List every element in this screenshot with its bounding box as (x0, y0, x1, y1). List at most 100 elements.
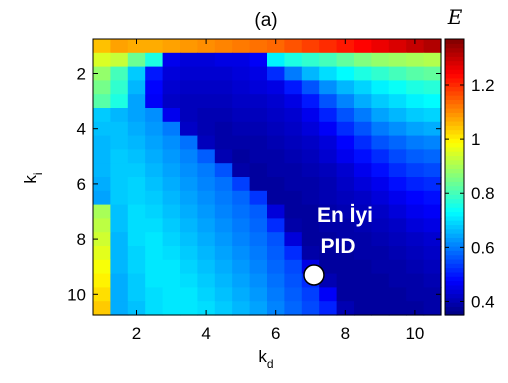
heatmap-cell (214, 246, 233, 261)
heatmap-cell (301, 135, 320, 150)
heatmap-cell (406, 177, 425, 192)
heatmap-cell (267, 66, 285, 81)
heatmap-cell (301, 287, 320, 302)
heatmap-cell (406, 52, 425, 68)
colorbar-tick-label: 0.8 (471, 184, 495, 203)
heatmap-cell (284, 218, 303, 233)
heatmap-cell (423, 108, 442, 123)
heatmap-cell (145, 301, 164, 316)
heatmap-cell (284, 232, 303, 247)
heatmap-cell (388, 66, 407, 81)
colorbar-segment (445, 138, 464, 144)
heatmap-cell (371, 121, 390, 137)
heatmap-cell (214, 273, 233, 288)
heatmap-cell (93, 121, 111, 137)
heatmap-cell (406, 301, 425, 316)
colorbar-segment (445, 207, 464, 213)
heatmap-cell (301, 80, 320, 95)
heatmap-cell (284, 66, 303, 81)
heatmap-cell (388, 246, 407, 261)
heatmap-cell (127, 301, 146, 316)
heatmap-cell (406, 135, 425, 150)
heatmap-cell (93, 39, 111, 54)
heatmap-cell (127, 80, 146, 95)
colorbar-segment (445, 194, 464, 200)
heatmap-cell (423, 163, 442, 178)
heatmap-cell (371, 149, 390, 164)
heatmap-cell (336, 66, 355, 81)
heatmap-cell (249, 190, 268, 206)
heatmap-cell (319, 135, 338, 150)
colorbar-segment (445, 172, 464, 178)
heatmap-cell (110, 94, 129, 109)
heatmap-cell (162, 80, 181, 95)
heatmap-cell (319, 232, 338, 247)
colorbar-segment (445, 120, 464, 126)
heatmap-cell (267, 204, 285, 219)
heatmap-cell (423, 273, 442, 288)
colorbar-segment (445, 250, 464, 256)
heatmap-cell (284, 39, 303, 54)
heatmap-cell (371, 135, 390, 150)
heatmap-cell (232, 108, 251, 123)
colorbar-tick-label: 1.2 (471, 76, 495, 95)
colorbar: 0.4 0.6 0.8 1 1.2 (444, 38, 495, 316)
colorbar-segment (445, 159, 464, 165)
heatmap-cell (197, 218, 216, 233)
heatmap-cell (197, 287, 216, 302)
heatmap-cell (406, 232, 425, 247)
heatmap-cell (301, 94, 320, 109)
heatmap-cell (423, 204, 442, 219)
heatmap-cell (336, 259, 355, 275)
heatmap-cell (354, 218, 372, 233)
heatmap-cell (249, 135, 268, 150)
heatmap-cell (145, 39, 164, 54)
colorbar-segment (445, 64, 464, 70)
heatmap-cell (110, 190, 129, 206)
heatmap-cell (336, 246, 355, 261)
heatmap-cell (423, 287, 442, 302)
heatmap-cell (354, 259, 372, 275)
heatmap-cell (232, 94, 251, 109)
colorbar-segment (445, 202, 464, 208)
colorbar-segment (445, 181, 464, 187)
heatmap-cell (388, 287, 407, 302)
heatmap-cell (388, 121, 407, 137)
heatmap-cell (423, 232, 442, 247)
heatmap-cell (249, 163, 268, 178)
heatmap-cell (110, 301, 129, 316)
heatmap-cell (249, 246, 268, 261)
heatmap-cell (197, 108, 216, 123)
heatmap-cell (336, 273, 355, 288)
heatmap-cell (267, 246, 285, 261)
heatmap-cell (406, 39, 425, 54)
heatmap-cell (267, 135, 285, 150)
heatmap-cell (93, 246, 111, 261)
heatmap-cell (284, 94, 303, 109)
colorbar-segment (445, 56, 464, 62)
heatmap-cell (423, 218, 442, 233)
heatmap-cell (127, 259, 146, 275)
heatmap-cell (336, 121, 355, 137)
heatmap-cell (162, 121, 181, 137)
heatmap-cell (267, 287, 285, 302)
colorbar-segment (445, 224, 464, 230)
heatmap-cell (319, 121, 338, 137)
heatmap-cell (354, 108, 372, 123)
heatmap-cell (319, 287, 338, 302)
heatmap-cell (354, 39, 372, 54)
heatmap-cell (388, 177, 407, 192)
colorbar-segment (445, 51, 464, 57)
heatmap-cell (371, 246, 390, 261)
heatmap-cell (267, 94, 285, 109)
heatmap-cell (423, 259, 442, 275)
heatmap-cell (145, 190, 164, 206)
heatmap-cell (319, 80, 338, 95)
heatmap-cell (162, 204, 181, 219)
heatmap-cell (354, 163, 372, 178)
colorbar-frame (444, 38, 465, 316)
heatmap-cell (145, 246, 164, 261)
heatmap-cell (423, 246, 442, 261)
heatmap-cell (232, 52, 251, 68)
heatmap-cell (93, 218, 111, 233)
